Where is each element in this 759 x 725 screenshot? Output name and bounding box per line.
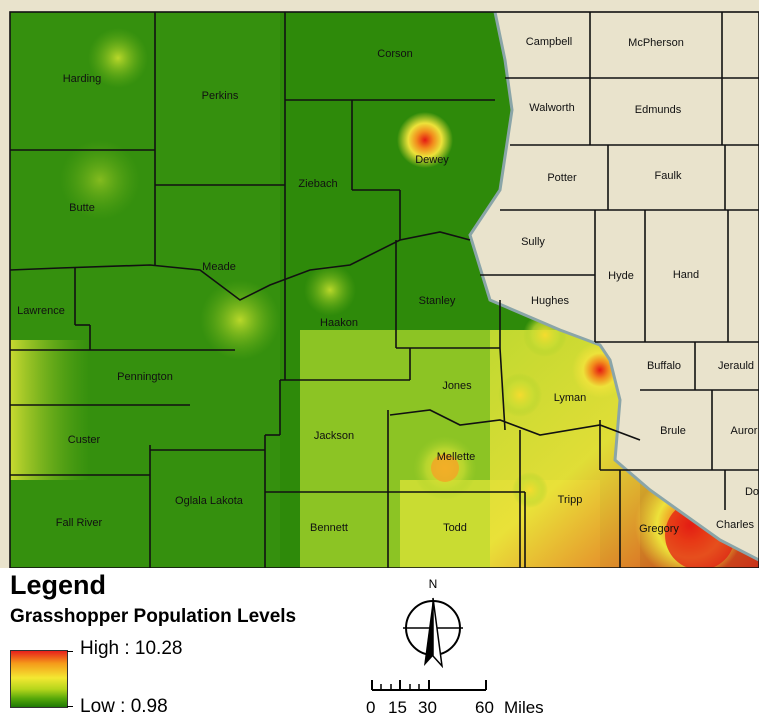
county-label: Campbell (526, 36, 572, 48)
color-ramp (10, 650, 68, 708)
scale-bar: 0 15 30 60 Miles (360, 668, 580, 722)
scale-unit-label: Miles (504, 698, 544, 718)
legend-subtitle: Grasshopper Population Levels (10, 606, 296, 628)
county-label: Oglala Lakota (175, 495, 244, 507)
county-label: Faulk (655, 170, 682, 182)
county-label: Jerauld (718, 360, 754, 372)
legend-high-label: High : 10.28 (80, 638, 182, 660)
county-label: Custer (68, 434, 101, 446)
county-label: Stanley (419, 295, 456, 307)
legend: Legend Grasshopper Population Levels Hig… (0, 568, 759, 725)
county-label: Harding (63, 73, 102, 85)
county-label: Lawrence (17, 305, 65, 317)
county-label: Hyde (608, 270, 634, 282)
county-label: Lyman (554, 392, 587, 404)
scale-tick-label: 30 (418, 698, 437, 718)
north-label: N (429, 577, 438, 591)
county-label: Edmunds (635, 104, 682, 116)
county-label: Haakon (320, 317, 358, 329)
county-label: Walworth (529, 102, 574, 114)
county-label: Hughes (531, 295, 569, 307)
county-label: Fall River (56, 517, 103, 529)
county-label: Jones (442, 380, 472, 392)
county-label: Mellette (437, 451, 476, 463)
ramp-tick-high (67, 651, 73, 652)
county-label: Brule (660, 425, 686, 437)
county-label: Gregory (639, 523, 679, 535)
county-label: Tripp (558, 494, 583, 506)
grasshopper-map[interactable]: Harding Perkins Corson Butte Meade Zieba… (0, 0, 759, 568)
county-label: Dewey (415, 154, 449, 166)
county-label: Perkins (202, 90, 239, 102)
legend-title: Legend (10, 570, 106, 601)
county-label: Sully (521, 236, 545, 248)
county-label: Meade (202, 261, 236, 273)
county-label: Auror (731, 425, 758, 437)
county-label: Corson (377, 48, 412, 60)
scale-tick-label: 60 (475, 698, 494, 718)
county-label: Potter (547, 172, 577, 184)
county-label: Ziebach (298, 178, 337, 190)
county-label: McPherson (628, 37, 684, 49)
county-label: Pennington (117, 371, 173, 383)
county-label: Charles (716, 519, 754, 531)
ramp-tick-low (67, 706, 73, 707)
county-label: Bennett (310, 522, 348, 534)
scale-tick-label: 0 (366, 698, 375, 718)
map-panel: Harding Perkins Corson Butte Meade Zieba… (0, 0, 759, 568)
county-label: Hand (673, 269, 699, 281)
county-label: Jackson (314, 430, 354, 442)
county-label: Buffalo (647, 360, 681, 372)
scale-tick-label: 15 (388, 698, 407, 718)
north-arrow-icon: N (397, 576, 469, 668)
county-label: Butte (69, 202, 95, 214)
legend-low-label: Low : 0.98 (80, 696, 168, 718)
county-label: Todd (443, 522, 467, 534)
county-label: Do (745, 486, 759, 498)
scale-bar-graphic (360, 668, 580, 698)
